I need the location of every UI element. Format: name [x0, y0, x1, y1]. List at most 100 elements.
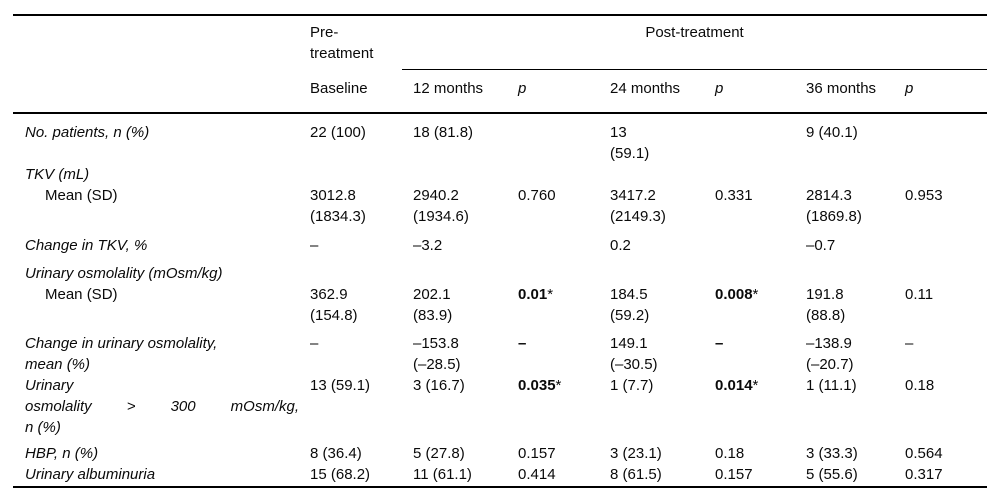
header-empty-cell [13, 15, 299, 70]
cell-36m: –138.9 (–20.7) [806, 335, 854, 373]
header-sub-row: Baseline 12 months p 24 months p 36 mont… [13, 69, 988, 114]
significance-asterisk: * [555, 377, 562, 394]
cell-p24 [704, 256, 795, 284]
cell-p24 [704, 164, 795, 185]
cell-12m: 2940.2 (1934.6) [413, 187, 469, 225]
cell-p12 [507, 164, 599, 185]
cell-baseline: 13 (59.1) [310, 377, 371, 394]
cell-36m: 3 (33.3) [806, 445, 858, 462]
cell-p24 [704, 227, 795, 256]
cell-p12 [507, 113, 599, 164]
cell-p12-significant: 0.01* [518, 286, 554, 303]
cell-baseline: 15 (68.2) [299, 464, 402, 488]
cell-p24: 0.157 [704, 464, 795, 488]
cell-p36: 0.953 [905, 187, 943, 204]
header-empty-cell [13, 69, 299, 114]
cell-24m: 8 (61.5) [599, 464, 704, 488]
table-row-no-patients: No. patients, n (%) 22 (100) 18 (81.8) 1… [13, 113, 987, 164]
cell-12m: 3 (16.7) [413, 377, 465, 394]
table-row-change-osmolality: Change in urinary osmolality, mean (%) –… [13, 326, 987, 375]
cell-p36: 0.317 [894, 464, 988, 488]
cell-36m: 2814.3 (1869.8) [806, 187, 862, 225]
cell-p24 [704, 113, 795, 164]
header-12-months: 12 months [402, 69, 507, 114]
cell-24m [599, 256, 704, 284]
cell-baseline: 22 (100) [310, 124, 366, 141]
cell-baseline: – [310, 335, 319, 352]
cell-p24-significant: 0.014* [715, 377, 759, 394]
row-label: Change in urinary osmolality, mean (%) [25, 335, 218, 373]
header-posttreatment: Post-treatment [402, 15, 988, 70]
cell-p12 [507, 256, 599, 284]
significance-asterisk: * [547, 286, 554, 303]
cell-24m: 1 (7.7) [610, 377, 654, 394]
table-row-urinary-albuminuria: Urinary albuminuria 15 (68.2) 11 (61.1) … [13, 464, 988, 488]
table-row-hbp: HBP, n (%) 8 (36.4) 5 (27.8) 0.157 3 (23… [13, 438, 987, 464]
cell-36m: –0.7 [806, 237, 836, 254]
label-line: n (%) [25, 419, 61, 436]
cell-12m: 5 (27.8) [413, 445, 465, 462]
cell-p24: – [715, 335, 724, 352]
cell-36m [795, 164, 894, 185]
cell-p36 [894, 164, 987, 185]
cell-p36 [894, 113, 987, 164]
cell-p24: 0.331 [715, 187, 753, 204]
cell-p12: 0.414 [507, 464, 599, 488]
header-p-12: p [507, 69, 599, 114]
cell-baseline: 3012.8 (1834.3) [310, 187, 366, 225]
table-row-change-tkv: Change in TKV, % – –3.2 0.2 –0.7 [13, 227, 987, 256]
cell-36m: 5 (55.6) [795, 464, 894, 488]
cell-p12: – [518, 335, 527, 352]
significance-asterisk: * [752, 286, 759, 303]
row-label: HBP, n (%) [25, 445, 99, 462]
cell-12m: –153.8 (–28.5) [413, 335, 461, 373]
row-label: Mean (SD) [45, 187, 118, 204]
table-row-tkv-mean: Mean (SD) 3012.8 (1834.3) 2940.2 (1934.6… [13, 185, 987, 227]
row-label: Urinary osmolality (mOsm/kg) [25, 265, 223, 282]
header-36-months: 36 months [795, 69, 894, 114]
row-label: Urinary osmolality > 300 mOsm/kg, n (%) [13, 375, 299, 438]
cell-24m: 149.1 (–30.5) [610, 335, 658, 373]
cell-baseline: 8 (36.4) [310, 445, 362, 462]
table-body: No. patients, n (%) 22 (100) 18 (81.8) 1… [13, 113, 988, 488]
cell-p24: 0.18 [715, 445, 745, 462]
header-24-months: 24 months [599, 69, 704, 114]
cell-12m: 11 (61.1) [402, 464, 507, 488]
header-p-36: p [894, 69, 988, 114]
table-row-urinary-osmolality: Urinary osmolality (mOsm/kg) [13, 256, 987, 284]
label-line: Urinary [25, 377, 74, 394]
cell-24m [599, 164, 704, 185]
cell-p36 [894, 256, 987, 284]
row-label: No. patients, n (%) [25, 124, 150, 141]
cell-p12: 0.760 [518, 187, 556, 204]
cell-36m [795, 256, 894, 284]
cell-36m: 9 (40.1) [806, 124, 858, 141]
cell-24m: 0.2 [610, 237, 631, 254]
cell-baseline: 362.9 (154.8) [310, 286, 358, 324]
cell-36m: 1 (11.1) [806, 377, 857, 394]
cell-p36 [894, 227, 987, 256]
cell-baseline: – [310, 237, 319, 254]
cell-p12: 0.157 [518, 445, 556, 462]
cell-24m: 3 (23.1) [610, 445, 662, 462]
cell-p24-significant: 0.008* [715, 286, 759, 303]
cell-36m: 191.8 (88.8) [806, 286, 846, 324]
header-baseline: Baseline [299, 69, 402, 114]
row-label: Urinary albuminuria [13, 464, 299, 488]
significance-asterisk: * [752, 377, 759, 394]
cell-p12-significant: 0.035* [518, 377, 562, 394]
cell-p36: 0.564 [905, 445, 943, 462]
cell-12m: –3.2 [413, 237, 443, 254]
table-header: Pre- treatment Post-treatment Baseline 1… [13, 15, 988, 114]
cell-24m: 13 (59.1) [610, 124, 650, 162]
cell-12m: 202.1 (83.9) [413, 286, 453, 324]
header-pretreatment: Pre- treatment [310, 24, 374, 62]
cell-baseline [299, 164, 402, 185]
cell-p12 [507, 227, 599, 256]
cell-12m [402, 256, 507, 284]
cell-baseline [299, 256, 402, 284]
treatment-outcomes-table: Pre- treatment Post-treatment Baseline 1… [13, 14, 988, 488]
cell-p36: 0.11 [905, 286, 934, 303]
row-label: Mean (SD) [45, 286, 118, 303]
cell-p36: – [905, 335, 914, 352]
